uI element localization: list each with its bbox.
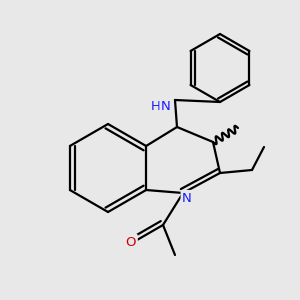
Text: O: O bbox=[126, 236, 136, 248]
Text: N: N bbox=[161, 100, 171, 112]
Text: H: H bbox=[151, 100, 161, 113]
Text: N: N bbox=[182, 191, 192, 205]
